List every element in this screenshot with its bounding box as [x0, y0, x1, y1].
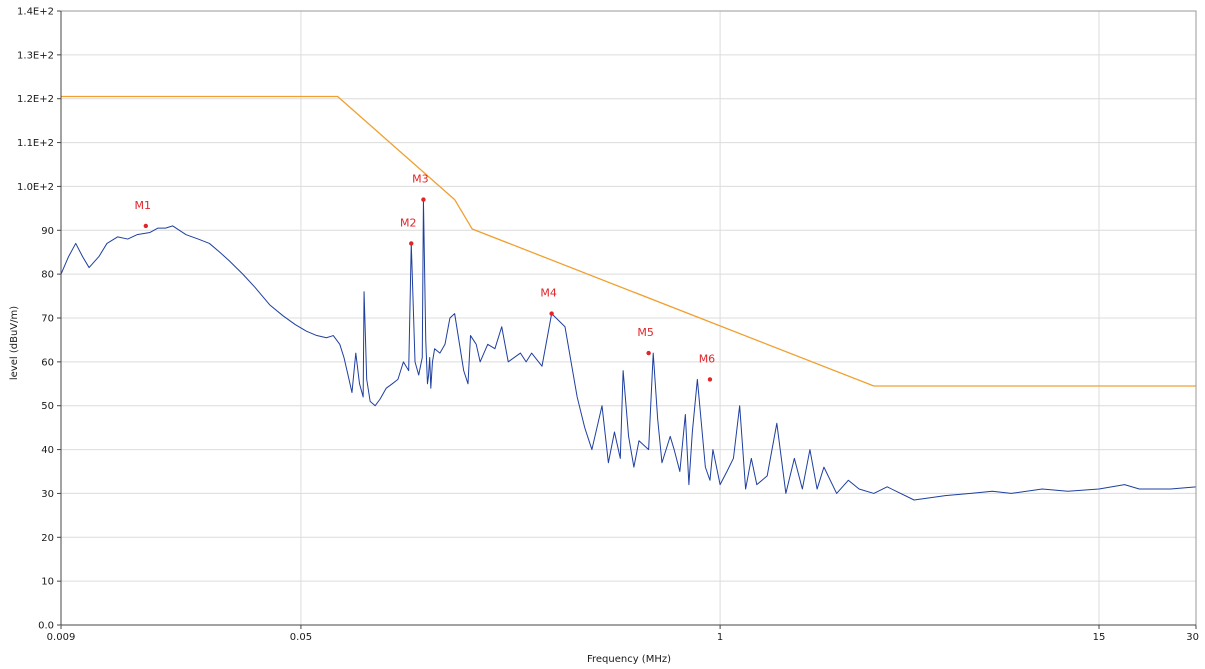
measurement-trace: [60, 199, 1197, 501]
series: [60, 95, 1197, 501]
y-tick-label: 10: [41, 577, 54, 588]
y-tick-label: 90: [41, 226, 54, 237]
y-tick-label: 1.2E+2: [17, 94, 54, 105]
marker-point: [421, 197, 426, 202]
y-tick-label: 1.4E+2: [17, 7, 54, 18]
y-tick-label: 60: [41, 357, 54, 368]
y-tick-label: 0.0: [38, 621, 54, 632]
x-tick-label: 0.05: [290, 632, 312, 643]
marker-point: [707, 377, 713, 382]
limit-line: [61, 95, 1196, 387]
y-tick-label: 1.3E+2: [17, 50, 54, 61]
y-tick-label: 50: [41, 401, 54, 412]
marker-label: M4: [540, 287, 557, 300]
x-tick-label: 1: [717, 632, 723, 643]
y-tick-label: 70: [41, 314, 54, 325]
y-tick-label: 80: [41, 270, 54, 281]
x-tick-label: 0.009: [47, 632, 76, 643]
y-tick-label: 30: [41, 489, 54, 500]
y-tick-label: 20: [41, 533, 54, 544]
tick-labels: 0.0 10 20 30 40 50 60 70 80 90 1.0E+2 1.1E+2 1.2E+2 1…: [17, 7, 1199, 644]
marker-label: M1: [135, 199, 152, 212]
x-axis-title: Frequency (MHz): [587, 654, 671, 665]
marker-label: M2: [400, 216, 417, 229]
markers: M1 M2 M3 M4 M5 M6: [135, 173, 716, 382]
x-tick-label: 15: [1093, 632, 1106, 643]
y-tick-label: 40: [41, 445, 54, 456]
marker-label: M3: [412, 173, 429, 186]
marker-point: [143, 223, 149, 229]
y-tick-label: 1.0E+2: [17, 182, 54, 193]
axes: [57, 10, 1197, 629]
marker-point: [646, 350, 651, 356]
y-axis-title: level (dBuV/m): [9, 306, 20, 380]
marker-label: M6: [699, 352, 716, 365]
y-tick-label: 1.1E+2: [17, 138, 54, 149]
x-tick-label: 30: [1186, 632, 1199, 643]
marker-label: M5: [637, 326, 654, 339]
marker-point: [409, 241, 414, 246]
marker-point: [549, 311, 554, 316]
